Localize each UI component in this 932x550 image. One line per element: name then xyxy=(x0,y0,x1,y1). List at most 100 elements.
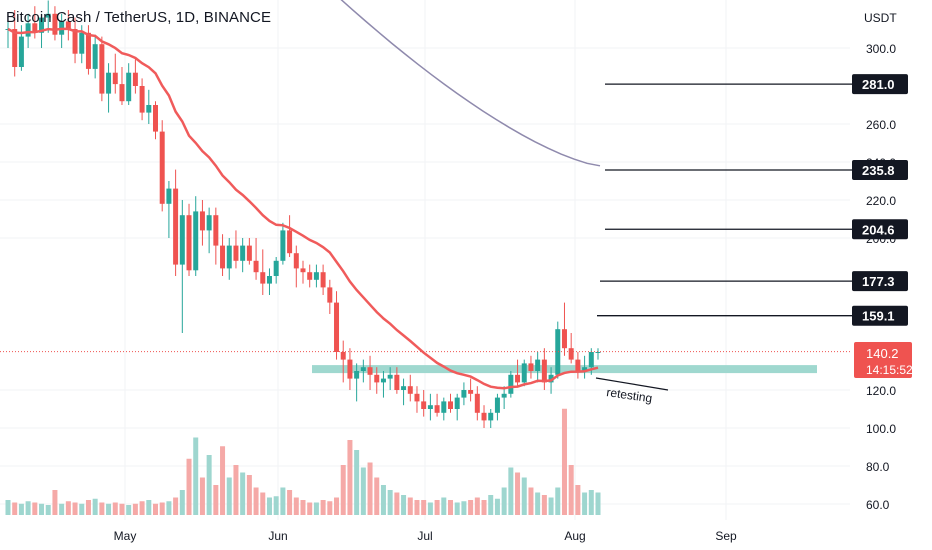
volume-bar xyxy=(45,505,51,515)
candle-body xyxy=(535,359,541,371)
candle-body xyxy=(126,72,132,102)
candle-body xyxy=(260,272,266,284)
candle-body xyxy=(374,374,380,383)
volume-bar xyxy=(561,408,567,515)
candle-body xyxy=(474,393,480,413)
candle-body xyxy=(12,29,18,67)
volume-bar xyxy=(65,501,71,515)
volume-bar xyxy=(260,492,266,515)
candle-body xyxy=(213,215,219,246)
volume-bar xyxy=(240,472,246,515)
candle-body xyxy=(595,352,601,353)
level-labels: 281.0 235.8 204.6 177.3 159.1 xyxy=(852,74,908,326)
volume-bar xyxy=(541,495,547,515)
candle-body xyxy=(461,390,467,398)
candle-body xyxy=(334,302,340,352)
candle-body xyxy=(448,401,453,409)
candle-body xyxy=(92,44,98,69)
volume-bar xyxy=(280,487,286,515)
candle-body xyxy=(186,215,192,271)
volume-bar xyxy=(106,503,112,515)
volume-bar xyxy=(153,503,158,515)
y-tick-label: 60.0 xyxy=(866,498,890,512)
candle-body xyxy=(380,378,386,383)
volume-bar xyxy=(347,440,353,515)
candle-body xyxy=(153,105,158,132)
candle-body xyxy=(132,72,138,86)
candle-body xyxy=(515,374,521,383)
volume-bar xyxy=(220,446,226,515)
volume-bar xyxy=(327,501,333,515)
candle-body xyxy=(561,329,567,349)
candle-body xyxy=(555,329,561,375)
volume-bar xyxy=(213,485,219,515)
volume-bar xyxy=(287,490,293,515)
volume-bar xyxy=(307,502,313,515)
candle-body xyxy=(226,245,232,269)
candle-body xyxy=(521,363,527,383)
volume-bar xyxy=(300,500,306,515)
support-zone xyxy=(312,365,817,374)
y-axis-unit: USDT xyxy=(864,11,897,25)
level-badge xyxy=(852,74,908,95)
volume-bar xyxy=(575,485,581,515)
volume-bar xyxy=(367,462,373,515)
candle-body xyxy=(45,13,51,18)
retesting-annotation: retesting xyxy=(595,377,669,405)
candle-body xyxy=(199,211,205,231)
volume-bar xyxy=(494,498,500,515)
candle-body xyxy=(354,371,360,379)
candle-body xyxy=(548,374,554,383)
volume-bar xyxy=(320,500,326,515)
candle-body xyxy=(575,359,581,371)
candle-body xyxy=(32,23,38,33)
candle-body xyxy=(253,260,259,273)
volume-bar xyxy=(132,503,138,515)
volume-bar xyxy=(407,497,413,515)
volume-bar xyxy=(32,502,38,515)
grid-lines xyxy=(0,0,850,520)
level-label: 235.8 xyxy=(862,163,895,178)
volume-bar xyxy=(12,502,18,515)
candle-body xyxy=(300,268,306,273)
candle-body xyxy=(39,17,45,33)
level-badge xyxy=(852,305,908,326)
volume-bar xyxy=(59,503,65,515)
volume-bar xyxy=(535,492,541,515)
candle-body xyxy=(159,131,165,204)
candle-body xyxy=(220,245,226,269)
y-tick-label: 260.0 xyxy=(866,118,896,132)
volume-bar xyxy=(501,487,507,515)
x-tick-label: Jul xyxy=(417,529,432,543)
candle-body xyxy=(588,352,594,368)
candle-body xyxy=(541,359,547,383)
candle-body xyxy=(327,287,333,303)
candle-body xyxy=(320,272,326,288)
volume-bar xyxy=(72,502,78,515)
candle-body xyxy=(394,374,400,390)
volume-bar xyxy=(266,497,272,515)
candle-body xyxy=(582,367,588,371)
candle-body xyxy=(287,230,293,254)
volume-bar xyxy=(85,500,91,515)
volume-bar xyxy=(414,500,420,515)
candle-body xyxy=(307,272,313,280)
candle-body xyxy=(441,401,447,413)
candle-body xyxy=(434,405,440,413)
level-label: 204.6 xyxy=(862,222,895,237)
volume-bar xyxy=(515,472,521,515)
volume-bar xyxy=(394,492,400,515)
y-tick-label: 100.0 xyxy=(866,422,896,436)
candle-body xyxy=(240,245,246,261)
x-tick-label: Sep xyxy=(715,529,737,543)
volume-bar xyxy=(119,503,125,515)
candle-body xyxy=(25,23,31,37)
volume-bar xyxy=(99,502,105,515)
level-badge xyxy=(852,271,908,292)
candle-body xyxy=(347,359,353,379)
retesting-arrow xyxy=(595,377,669,391)
volume-bar xyxy=(179,490,185,515)
volume-bar xyxy=(454,502,460,515)
volume-bar xyxy=(360,467,366,515)
